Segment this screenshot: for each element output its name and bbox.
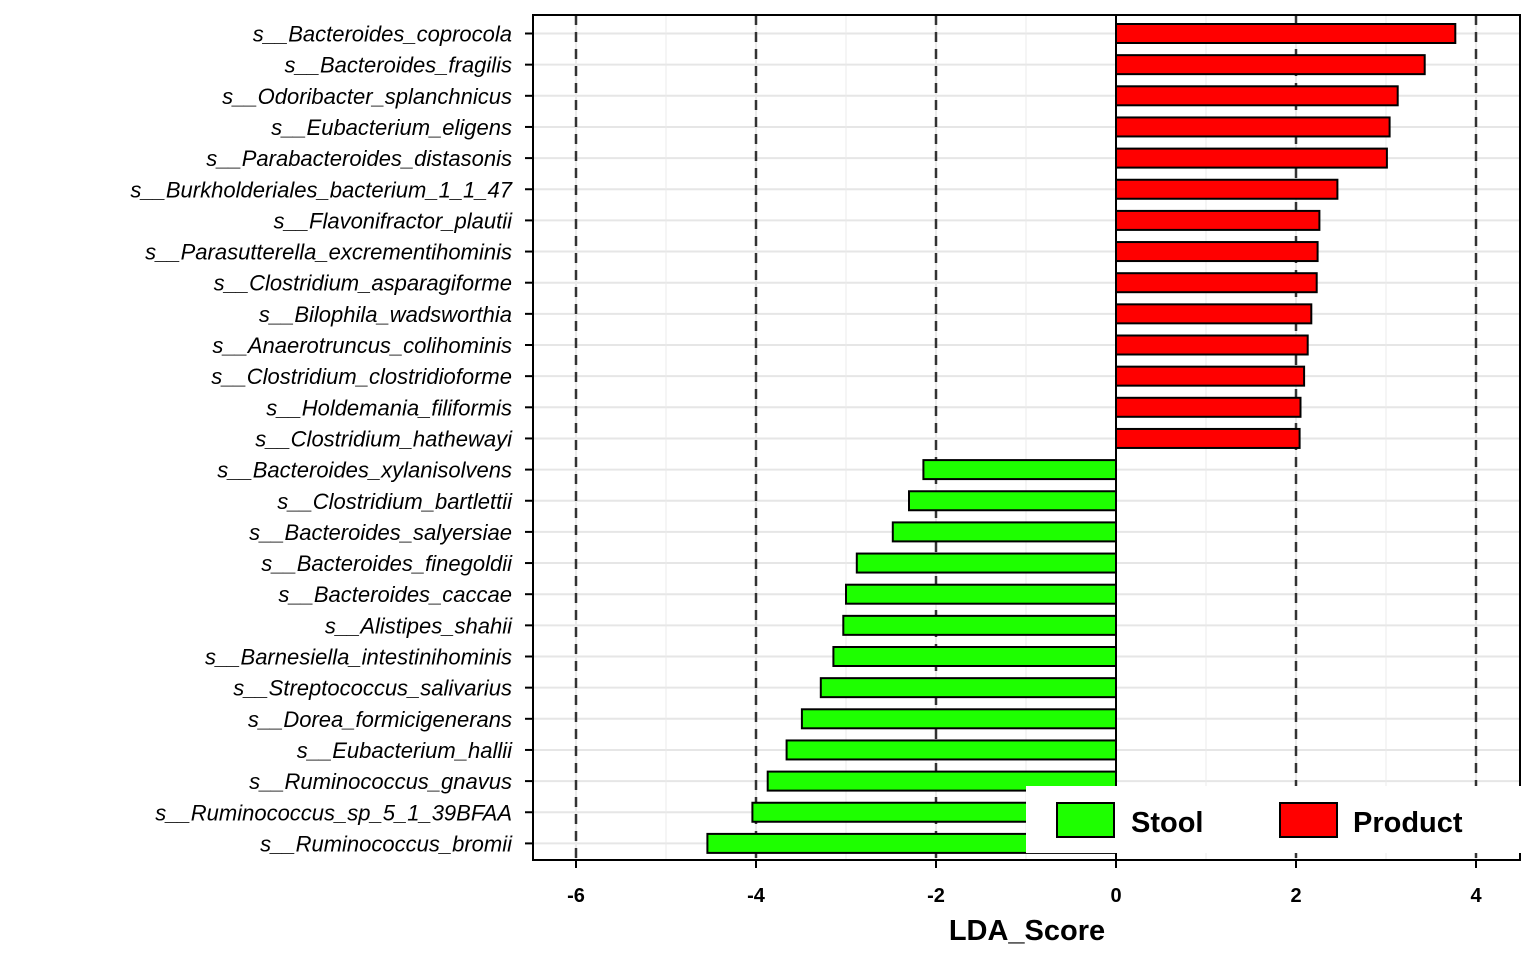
legend-key — [1056, 802, 1115, 838]
y-axis: s__Bacteroides_coprocola s__Bacteroides_f… — [130, 22, 533, 856]
y-tick-label: s__Clostridium_hathewayi — [255, 426, 513, 451]
y-tick-label: s__Bacteroides_salyersiae — [249, 520, 512, 545]
legend: Stool Product — [1026, 786, 1522, 853]
y-tick-label: s__Holdemania_filiformis — [266, 395, 512, 420]
x-tick-label: -6 — [567, 885, 585, 907]
bar — [800, 708, 1118, 730]
grid-lines — [533, 15, 1520, 860]
y-tick-label: s__Burkholderiales_bacterium_1_1_47 — [130, 177, 512, 202]
bar — [1115, 272, 1318, 294]
bar — [855, 552, 1117, 574]
bar — [819, 677, 1117, 699]
x-tick-label: 0 — [1110, 885, 1121, 907]
y-tick-label: s__Eubacterium_eligens — [271, 115, 512, 140]
x-axis: -6 -4 -2 0 2 4 — [567, 860, 1482, 907]
y-tick-label: s__Bacteroides_finegoldii — [261, 551, 513, 576]
bar — [832, 646, 1118, 667]
y-tick-label: s__Parasutterella_excrementihominis — [145, 240, 512, 265]
bar — [1115, 116, 1391, 138]
legend-label: Product — [1353, 807, 1463, 839]
bar — [1115, 209, 1321, 231]
bar — [1115, 334, 1309, 356]
bar — [1115, 303, 1313, 325]
y-tick-label: s__Clostridium_asparagiforme — [214, 271, 512, 296]
y-tick-label: s__Eubacterium_hallii — [297, 738, 513, 763]
bar — [1115, 85, 1399, 107]
y-tick-label: s__Clostridium_clostridioforme — [211, 364, 512, 389]
y-tick-label: s__Alistipes_shahii — [325, 613, 513, 638]
y-tick-label: s__Bilophila_wadsworthia — [259, 302, 512, 327]
bar — [908, 490, 1117, 512]
y-tick-label: s__Bacteroides_caccae — [278, 582, 512, 607]
y-tick-label: s__Ruminococcus_sp_5_1_39BFAA — [155, 800, 512, 825]
bar — [1115, 241, 1319, 263]
y-tick-label: s__Odoribacter_splanchnicus — [222, 84, 512, 109]
bar — [842, 614, 1117, 636]
x-tick-label: 4 — [1470, 885, 1482, 907]
y-tick-label: s__Clostridium_bartlettii — [277, 489, 513, 514]
y-tick-label: s__Bacteroides_coprocola — [253, 22, 512, 47]
y-tick-label: s__Dorea_formicigenerans — [248, 707, 512, 732]
y-tick-label: s__Ruminococcus_gnavus — [249, 769, 512, 794]
bar — [1115, 396, 1302, 418]
bar — [1115, 54, 1426, 76]
y-tick-label: s__Bacteroides_fragilis — [285, 53, 512, 78]
bar — [1115, 365, 1306, 387]
y-tick-label: s__Bacteroides_xylanisolvens — [217, 458, 512, 483]
bar — [1115, 147, 1388, 169]
x-tick-label: -4 — [747, 885, 766, 907]
bar — [1115, 23, 1457, 44]
bar — [891, 521, 1117, 543]
bar — [785, 739, 1117, 761]
bar — [922, 459, 1118, 481]
x-axis-title: LDA_Score — [949, 915, 1105, 947]
y-tick-label: s__Parabacteroides_distasonis — [206, 146, 512, 171]
bar — [845, 583, 1117, 605]
y-tick-label: s__Barnesiella_intestinihominis — [205, 645, 512, 670]
legend-label: Stool — [1131, 807, 1204, 839]
y-tick-label: s__Flavonifractor_plautii — [274, 208, 514, 233]
legend-key — [1279, 802, 1338, 838]
bars — [706, 23, 1457, 854]
y-tick-label: s__Streptococcus_salivarius — [233, 676, 512, 701]
x-tick-label: -2 — [927, 885, 945, 907]
bar — [1115, 427, 1301, 449]
y-tick-label: s__Ruminococcus_bromii — [260, 831, 513, 856]
bar — [1115, 178, 1339, 200]
y-tick-label: s__Anaerotruncus_colihominis — [212, 333, 512, 358]
x-tick-label: 2 — [1290, 885, 1301, 907]
